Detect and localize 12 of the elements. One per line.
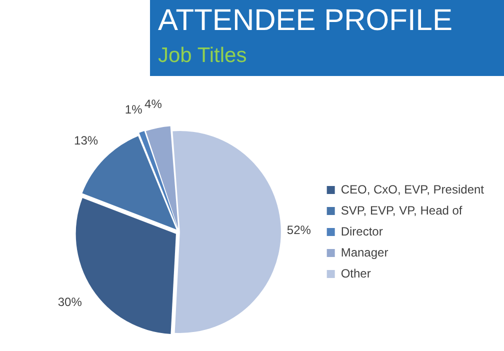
legend-label: CEO, CxO, EVP, President: [340, 182, 485, 196]
chart-subtitle: Job Titles: [158, 44, 247, 68]
legend-label: Director: [340, 224, 383, 238]
data-label: 1%: [124, 102, 143, 116]
data-label: 52%: [286, 223, 312, 238]
data-label: 30%: [58, 295, 82, 310]
chart-title: ATTENDEE PROFILE: [158, 4, 452, 38]
legend-label: Manager: [340, 245, 388, 260]
data-label: 13%: [74, 133, 98, 148]
data-label: 4%: [144, 96, 162, 111]
legend-label: Other: [340, 266, 371, 280]
legend-label: SVP, EVP, VP, Head of: [340, 203, 463, 218]
